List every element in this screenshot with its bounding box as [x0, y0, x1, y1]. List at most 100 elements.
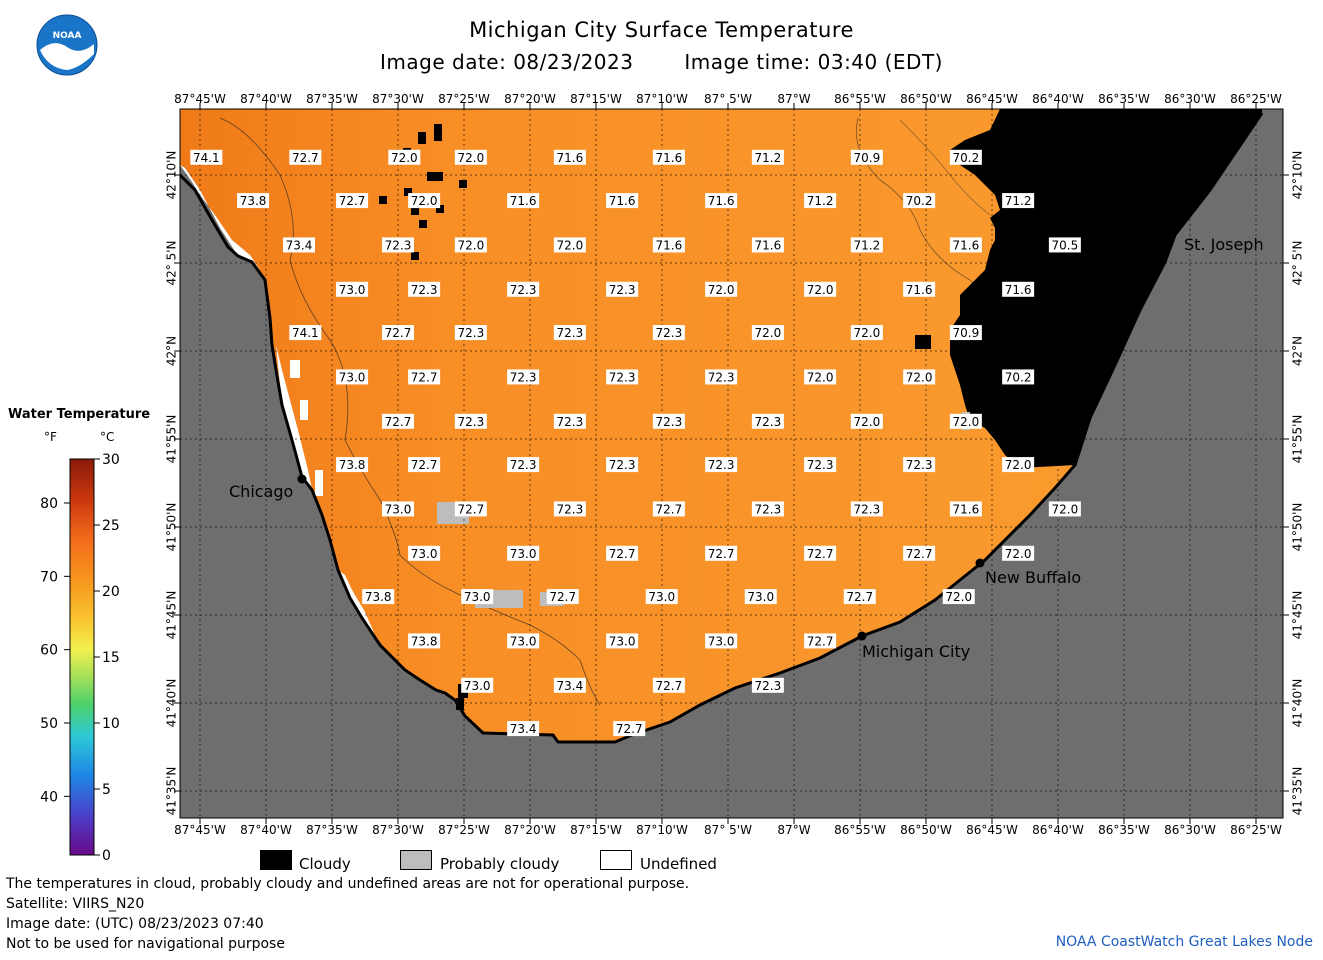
svg-text:72.7: 72.7	[549, 590, 576, 604]
svg-text:70.9: 70.9	[854, 151, 881, 165]
map-frame	[179, 108, 1284, 819]
svg-text:72.3: 72.3	[510, 283, 537, 297]
map-title: Michigan City Surface Temperature	[469, 18, 854, 42]
svg-text:72.0: 72.0	[906, 370, 933, 384]
longitude-label: 86°40'W	[1032, 823, 1084, 837]
svg-text:73.0: 73.0	[464, 590, 491, 604]
latitude-label: 42° 5'N	[165, 241, 179, 286]
svg-text:71.6: 71.6	[755, 238, 782, 252]
temperature-label: 71.6	[606, 193, 639, 209]
longitude-label: 86°55'W	[834, 92, 886, 106]
svg-text:71.6: 71.6	[510, 194, 537, 208]
temperature-label: 73.0	[645, 589, 678, 605]
latitude-label: 41°50'N	[1291, 503, 1305, 552]
latitude-label: 41°35'N	[165, 767, 179, 816]
temperature-label: 70.9	[949, 325, 982, 341]
colorbar-c-tick: 30	[102, 452, 120, 468]
svg-text:70.2: 70.2	[906, 194, 933, 208]
footer-navigation-warning: Not to be used for navigational purpose	[6, 936, 285, 952]
temperature-label: 72.7	[408, 369, 441, 385]
svg-text:72.3: 72.3	[609, 370, 636, 384]
temperature-label: 72.7	[804, 633, 837, 649]
temperature-label: 71.6	[1002, 281, 1035, 297]
svg-text:72.7: 72.7	[807, 634, 834, 648]
svg-text:72.0: 72.0	[807, 370, 834, 384]
longitude-label: 87°30'W	[372, 92, 424, 106]
svg-text:72.3: 72.3	[557, 326, 584, 340]
temperature-label: 72.7	[546, 589, 579, 605]
colorbar-c-tick: 20	[102, 584, 120, 600]
temperature-label: 73.0	[408, 545, 441, 561]
svg-text:72.7: 72.7	[656, 679, 683, 693]
legend-probably-cloudy-swatch	[400, 850, 432, 870]
temperature-label: 73.0	[336, 369, 369, 385]
svg-text:72.7: 72.7	[616, 722, 643, 736]
svg-text:72.3: 72.3	[755, 679, 782, 693]
svg-text:72.0: 72.0	[458, 238, 485, 252]
longitude-label: 86°45'W	[966, 92, 1018, 106]
svg-text:72.7: 72.7	[385, 326, 412, 340]
temperature-label: 72.0	[804, 369, 837, 385]
city-marker-icon	[975, 558, 985, 568]
longitude-label: 87°45'W	[174, 823, 226, 837]
svg-text:73.8: 73.8	[339, 458, 366, 472]
svg-text:73.0: 73.0	[339, 283, 366, 297]
svg-text:73.0: 73.0	[339, 370, 366, 384]
colorbar-c-tick: 15	[102, 650, 120, 666]
temperature-label: 73.0	[461, 589, 494, 605]
legend-undefined-swatch	[600, 850, 632, 870]
temperature-label: 71.6	[751, 237, 784, 253]
legend-cloudy-label: Cloudy	[299, 855, 351, 873]
svg-text:72.0: 72.0	[411, 194, 438, 208]
temperature-label: 72.7	[408, 457, 441, 473]
temperature-label: 72.7	[613, 721, 646, 737]
svg-text:72.3: 72.3	[385, 238, 412, 252]
svg-text:72.0: 72.0	[391, 151, 418, 165]
longitude-label: 87°20'W	[504, 92, 556, 106]
longitude-label: 86°50'W	[900, 92, 952, 106]
temperature-label: 72.0	[1048, 501, 1081, 517]
footer-satellite: Satellite: VIIRS_N20	[6, 896, 145, 912]
city-label: New Buffalo	[985, 568, 1081, 587]
svg-text:72.3: 72.3	[411, 283, 438, 297]
latitude-label: 41°35'N	[1291, 767, 1305, 816]
latitude-label: 41°55'N	[1291, 415, 1305, 464]
temperature-label: 72.3	[454, 325, 487, 341]
longitude-label: 86°35'W	[1098, 92, 1150, 106]
longitude-label: 87°25'W	[438, 92, 490, 106]
svg-text:73.8: 73.8	[240, 194, 267, 208]
longitude-label: 86°30'W	[1164, 823, 1216, 837]
depth-contour	[219, 117, 601, 706]
colorbar-title: Water Temperature	[8, 407, 151, 422]
colorbar-c-ticks: 30 25 20 15 10 5 0	[94, 452, 120, 864]
temperature-label: 72.3	[454, 413, 487, 429]
svg-text:72.7: 72.7	[846, 590, 873, 604]
image-time: Image time: 03:40 (EDT)	[684, 50, 943, 74]
temperature-label: 72.3	[705, 369, 738, 385]
temperature-label: 73.0	[606, 633, 639, 649]
svg-text:71.2: 71.2	[1005, 194, 1032, 208]
city-st-joseph: St. Joseph	[1184, 235, 1264, 254]
temperature-label: 72.3	[751, 501, 784, 517]
longitude-label: 87°30'W	[372, 823, 424, 837]
svg-text:73.4: 73.4	[557, 679, 584, 693]
svg-text:72.7: 72.7	[807, 547, 834, 561]
svg-text:72.0: 72.0	[1005, 458, 1032, 472]
longitude-label: 86°50'W	[900, 823, 952, 837]
svg-text:72.7: 72.7	[458, 502, 485, 516]
temperature-label: 72.0	[903, 369, 936, 385]
temperature-label: 72.3	[652, 325, 685, 341]
latitude-label: 41°55'N	[165, 415, 179, 464]
temperature-label: 71.2	[850, 237, 883, 253]
city-label: Michigan City	[862, 642, 970, 661]
temperature-label: 72.7	[843, 589, 876, 605]
svg-text:72.3: 72.3	[458, 326, 485, 340]
temperature-label: 71.6	[652, 149, 685, 165]
longitude-label: 86°35'W	[1098, 823, 1150, 837]
svg-text:72.3: 72.3	[854, 502, 881, 516]
temperature-label: 72.7	[606, 545, 639, 561]
temperature-label: 72.3	[553, 325, 586, 341]
legend-undefined-label: Undefined	[640, 855, 717, 873]
temperature-label: 73.0	[382, 501, 414, 517]
